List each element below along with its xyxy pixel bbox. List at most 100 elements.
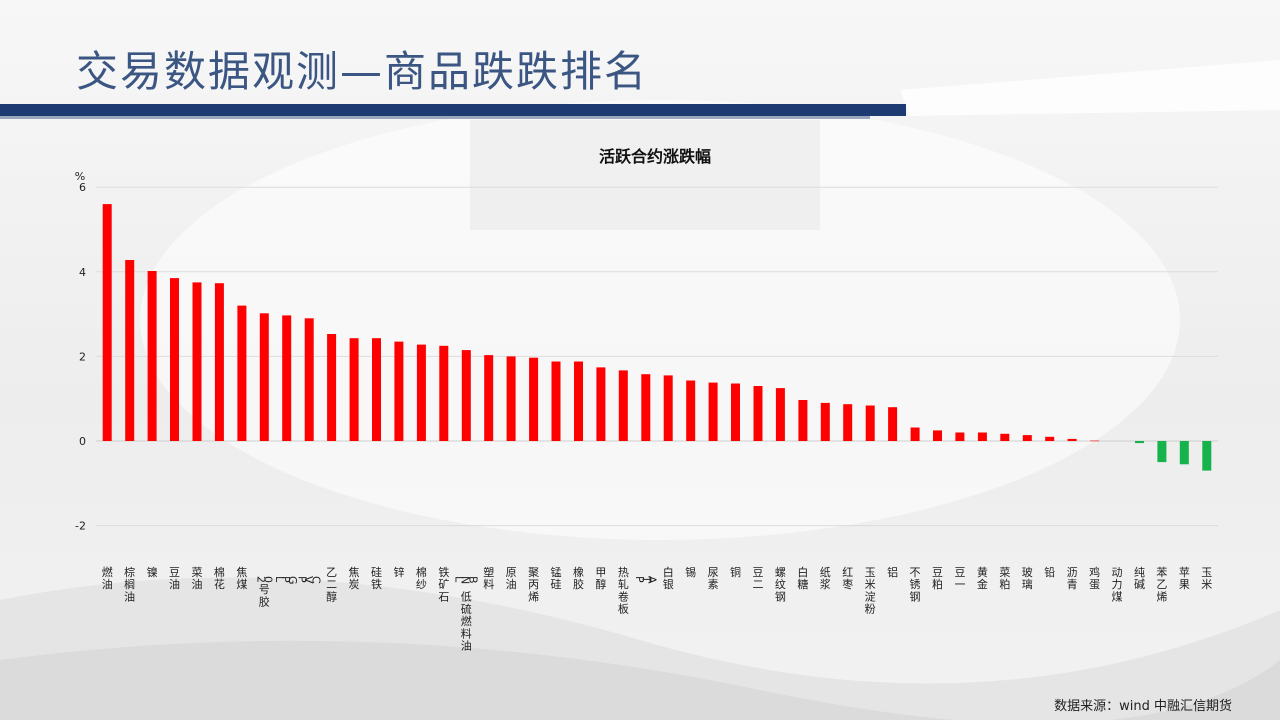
x-tick-label: 原油 — [506, 566, 517, 591]
bar — [933, 430, 942, 441]
header-accent-line — [0, 116, 870, 119]
x-tick-label: 苯乙烯 — [1156, 565, 1167, 603]
bar — [237, 305, 247, 441]
x-tick-label: 燃油 — [102, 565, 113, 591]
bar — [775, 388, 785, 441]
bar — [349, 338, 359, 441]
x-tick-label: LNB 低硫燃料油 — [452, 576, 479, 652]
bar — [372, 338, 381, 441]
bar — [304, 318, 314, 441]
x-tick-label: 玉米 — [1201, 566, 1212, 591]
bar — [551, 361, 561, 441]
x-tick-label: 红枣 — [842, 566, 853, 591]
bar — [394, 341, 404, 441]
bar — [888, 407, 898, 441]
bar — [820, 402, 830, 441]
source-note: 数据来源：wind 中融汇信期货 — [1054, 699, 1232, 714]
x-tick-label: 豆油 — [169, 566, 180, 591]
x-tick-label: 棕榈油 — [124, 565, 135, 603]
bar — [1135, 441, 1144, 444]
bar — [708, 382, 718, 441]
bar — [125, 260, 135, 441]
x-tick-label: 动力煤 — [1112, 566, 1123, 603]
y-tick-label: 4 — [79, 266, 86, 279]
bar — [1045, 436, 1055, 441]
bar — [327, 334, 337, 441]
x-tick-label: 甲醇 — [595, 566, 606, 591]
x-tick-label: 焦煤 — [236, 566, 247, 591]
y-axis-unit: % — [75, 170, 85, 183]
bar — [1000, 433, 1010, 441]
x-tick-label: 铝 — [887, 565, 898, 579]
y-tick-label: 0 — [79, 435, 86, 448]
bar — [1090, 440, 1100, 442]
x-tick-label: 塑料 — [483, 565, 494, 591]
bar — [1022, 435, 1032, 441]
x-tick-label: 豆一 — [954, 566, 965, 591]
bar — [282, 315, 292, 441]
bar — [147, 271, 157, 441]
x-tick-label: 铁矿石 — [438, 566, 449, 603]
bar — [506, 356, 516, 441]
bar — [596, 367, 606, 441]
y-tick-label: 2 — [79, 350, 86, 363]
chart-title: 活跃合约涨跌幅 — [599, 147, 711, 166]
bar — [641, 374, 651, 441]
x-tick-label: 铅 — [1044, 565, 1055, 579]
x-tick-label: 镍 — [147, 565, 158, 579]
bar — [977, 432, 987, 441]
bar — [484, 355, 494, 441]
bar — [1179, 441, 1189, 465]
bar — [910, 427, 920, 441]
bar — [439, 345, 449, 441]
x-tick-label: 橡胶 — [573, 566, 584, 591]
y-tick-label: 6 — [79, 181, 86, 194]
x-tick-label: PVC — [295, 576, 322, 584]
x-tick-label: 玉米淀粉 — [865, 566, 876, 616]
x-tick-label: 菜油 — [191, 566, 202, 591]
bar — [686, 380, 696, 441]
x-tick-label: LPG — [273, 576, 299, 585]
header-accent-bar — [0, 104, 906, 116]
bar — [843, 404, 853, 441]
y-tick-label: -2 — [75, 520, 86, 533]
x-tick-label: PTA — [633, 575, 659, 584]
bar — [663, 375, 673, 441]
x-tick-label: 铜 — [730, 565, 741, 579]
bar — [731, 383, 740, 441]
bar — [955, 432, 965, 441]
bar — [865, 405, 875, 441]
x-tick-label: 菜粕 — [999, 566, 1010, 591]
bar — [461, 350, 471, 441]
x-tick-label: 鸡蛋 — [1089, 565, 1100, 591]
bar — [1157, 441, 1167, 463]
x-tick-label: 苹果 — [1179, 565, 1190, 591]
x-tick-label: 纯碱 — [1134, 566, 1145, 591]
x-tick-label: 白糖 — [797, 565, 808, 591]
bar — [529, 357, 539, 441]
x-tick-label: 棉纱 — [416, 565, 427, 591]
bar — [753, 386, 763, 441]
x-tick-label: 螺纹钢 — [775, 566, 786, 603]
bar — [618, 370, 628, 441]
x-tick-label: 锰硅 — [551, 565, 562, 591]
x-tick-label: 20 号胶 — [254, 576, 274, 608]
bar — [102, 204, 112, 441]
x-tick-label: 豆粕 — [932, 566, 943, 591]
x-tick-label: 焦炭 — [349, 566, 360, 591]
x-tick-label: 尿素 — [708, 566, 719, 591]
bar — [574, 361, 583, 441]
bar — [214, 283, 224, 441]
bar — [192, 282, 202, 441]
y-tick-labels: 6 4 2 0 -2 — [75, 181, 86, 532]
x-tick-label: 热轧卷板 — [618, 566, 629, 616]
x-tick-label: 棉花 — [214, 565, 225, 591]
bar — [416, 344, 426, 441]
x-tick-label: 乙二醇 — [326, 566, 337, 603]
x-tick-label: 沥青 — [1067, 566, 1078, 591]
x-tick-label: 黄金 — [977, 565, 988, 591]
bars-group — [102, 204, 1212, 471]
page-title: 交易数据观测—商品跌跌排名 — [76, 47, 649, 96]
